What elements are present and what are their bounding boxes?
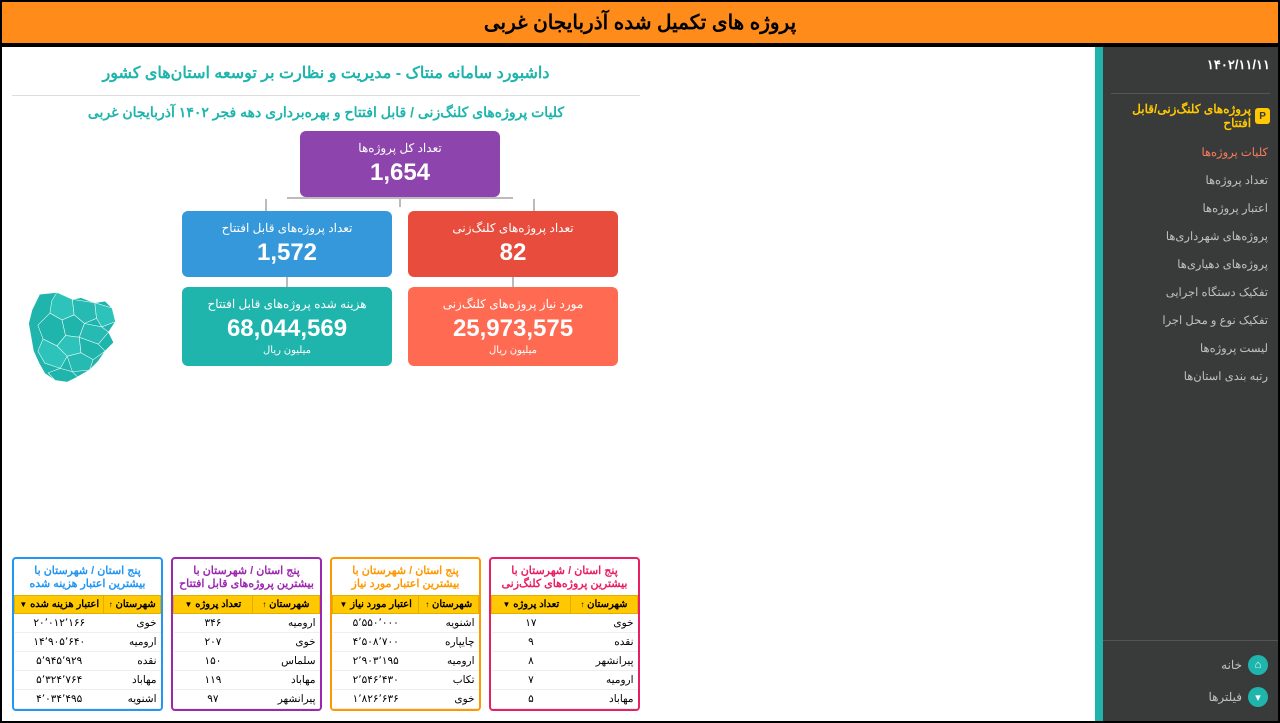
- metric-ground-value: 82: [426, 239, 600, 267]
- metric-ready: تعداد پروژه‌های قابل افتتاح 1,572: [182, 211, 392, 277]
- table-row: پیرانشهر۹۷: [174, 690, 320, 709]
- metric-total: تعداد کل پروژه‌ها 1,654: [300, 131, 500, 197]
- metric-cost-label: هزینه شده پروژه‌های قابل افتتاح: [200, 297, 374, 311]
- metric-need-unit: میلیون ریال: [426, 345, 600, 356]
- table-row: تکاب۲٬۵۴۶٬۴۳۰: [333, 671, 479, 690]
- metrics-column: تعداد کل پروژه‌ها 1,654 تعداد پروژه‌های …: [160, 131, 640, 547]
- table-row: ارومیه۲٬۹۰۳٬۱۹۵: [333, 652, 479, 671]
- nav-section-header[interactable]: P پروژه‌های کلنگ‌زنی/قابل افتتاح: [1111, 102, 1270, 130]
- nav-item-0[interactable]: کلیات پروژه‌ها: [1111, 138, 1270, 166]
- table-row: سلماس۱۵۰: [174, 652, 320, 671]
- table-row: اشنویه۴٬۰۳۴٬۴۹۵: [15, 690, 161, 709]
- filters-label: فیلترها: [1208, 690, 1242, 704]
- metric-total-value: 1,654: [318, 159, 482, 187]
- metric-groundbreaking: تعداد پروژه‌های کلنگ‌زنی 82: [408, 211, 618, 277]
- tables-row: پنج استان / شهرستان با بیشترین پروژه‌های…: [12, 557, 640, 711]
- nav-item-1[interactable]: تعداد پروژه‌ها: [1111, 166, 1270, 194]
- metric-need-label: مورد نیاز پروژه‌های کلنگ‌زنی: [426, 297, 600, 311]
- main-container: ۱۴۰۲/۱۱/۱۱ P پروژه‌های کلنگ‌زنی/قابل افت…: [0, 45, 1280, 723]
- table-groundbreaking: پنج استان / شهرستان با بیشترین پروژه‌های…: [489, 557, 640, 711]
- sidebar-accent: [1095, 47, 1103, 721]
- table-cost: پنج استان / شهرستان با بیشترین اعتبار هز…: [12, 557, 163, 711]
- nav-item-6[interactable]: تفکیک نوع و محل اجرا: [1111, 306, 1270, 334]
- home-label: خانه: [1221, 658, 1242, 672]
- table-row: ارومیه۳۴۶: [174, 614, 320, 633]
- table-row: نقده۹: [492, 633, 638, 652]
- nav-item-3[interactable]: پروژه‌های شهرداری‌ها: [1111, 222, 1270, 250]
- metric-need: مورد نیاز پروژه‌های کلنگ‌زنی 25,973,575 …: [408, 287, 618, 366]
- table-row: چایپاره۴٬۵۰۸٬۷۰۰: [333, 633, 479, 652]
- table-row: خوی۲۰٬۰۱۲٬۱۶۶: [15, 614, 161, 633]
- table1-title: پنج استان / شهرستان با بیشترین پروژه‌های…: [491, 559, 638, 595]
- col-count[interactable]: تعداد پروژه ▼: [492, 596, 571, 614]
- table4-title: پنج استان / شهرستان با بیشترین اعتبار هز…: [14, 559, 161, 595]
- nav-item-5[interactable]: تفکیک دستگاه اجرایی: [1111, 278, 1270, 306]
- home-icon: ⌂: [1248, 655, 1268, 675]
- table-row: خوی۲۰۷: [174, 633, 320, 652]
- col-city[interactable]: شهرستان ↑: [570, 596, 637, 614]
- content-area: داشبورد سامانه منتاک - مدیریت و نظارت بر…: [2, 47, 650, 721]
- section-icon: P: [1255, 108, 1270, 124]
- section-title: پروژه‌های کلنگ‌زنی/قابل افتتاح: [1111, 102, 1251, 130]
- table-row: مهاباد۵: [492, 690, 638, 709]
- table-ready: پنج استان / شهرستان با بیشترین پروژه‌های…: [171, 557, 322, 711]
- filter-icon: ▾: [1248, 687, 1268, 707]
- province-map[interactable]: [12, 189, 150, 489]
- table3-title: پنج استان / شهرستان با بیشترین پروژه‌های…: [173, 559, 320, 595]
- nav-item-7[interactable]: لیست پروژه‌ها: [1111, 334, 1270, 362]
- dashboard-subtitle: کلیات پروژه‌های کلنگ‌زنی / قابل افتتاح و…: [12, 95, 640, 131]
- col-need[interactable]: اعتبار مورد نیاز ▼: [333, 596, 419, 614]
- table-row: ارومیه۱۴٬۹۰۵٬۶۴۰: [15, 633, 161, 652]
- metric-need-value: 25,973,575: [426, 315, 600, 343]
- nav-item-8[interactable]: رتبه بندی استان‌ها: [1111, 362, 1270, 390]
- date-label: ۱۴۰۲/۱۱/۱۱: [1111, 57, 1270, 73]
- table-need: پنج استان / شهرستان با بیشترین اعتبار مو…: [330, 557, 481, 711]
- metric-total-label: تعداد کل پروژه‌ها: [318, 141, 482, 155]
- col-cost[interactable]: اعتبار هزینه شده ▼: [15, 596, 104, 614]
- metric-ground-label: تعداد پروژه‌های کلنگ‌زنی: [426, 221, 600, 235]
- col-city[interactable]: شهرستان ↑: [419, 596, 479, 614]
- table-row: ارومیه۷: [492, 671, 638, 690]
- table-row: مهاباد۵٬۳۲۴٬۷۶۴: [15, 671, 161, 690]
- table2-title: پنج استان / شهرستان با بیشترین اعتبار مو…: [332, 559, 479, 595]
- table-row: خوی۱۷: [492, 614, 638, 633]
- table-row: پیرانشهر۸: [492, 652, 638, 671]
- metric-cost: هزینه شده پروژه‌های قابل افتتاح 68,044,5…: [182, 287, 392, 366]
- metric-cost-unit: میلیون ریال: [200, 345, 374, 356]
- page-banner: پروژه های تکمیل شده آذربایجان غربی: [0, 0, 1280, 45]
- metric-ready-label: تعداد پروژه‌های قابل افتتاح: [200, 221, 374, 235]
- metric-cost-value: 68,044,569: [200, 315, 374, 343]
- table-row: اشنویه۵٬۵۵۰٬۰۰۰: [333, 614, 479, 633]
- table-row: خوی۱٬۸۲۶٬۶۳۶: [333, 690, 479, 709]
- dashboard-title: داشبورد سامانه منتاک - مدیریت و نظارت بر…: [12, 57, 640, 95]
- col-count[interactable]: تعداد پروژه ▼: [174, 596, 253, 614]
- table-row: نقده۵٬۹۴۵٬۹۲۹: [15, 652, 161, 671]
- metric-ready-value: 1,572: [200, 239, 374, 267]
- nav-item-2[interactable]: اعتبار پروژه‌ها: [1111, 194, 1270, 222]
- sidebar: ۱۴۰۲/۱۱/۱۱ P پروژه‌های کلنگ‌زنی/قابل افت…: [1103, 47, 1278, 721]
- map-column: [12, 131, 150, 547]
- col-city[interactable]: شهرستان ↑: [104, 596, 161, 614]
- table-row: مهاباد۱۱۹: [174, 671, 320, 690]
- nav-item-4[interactable]: پروژه‌های دهیاری‌ها: [1111, 250, 1270, 278]
- home-link[interactable]: ⌂ خانه: [1111, 649, 1270, 681]
- filters-link[interactable]: ▾ فیلترها: [1111, 681, 1270, 713]
- col-city[interactable]: شهرستان ↑: [252, 596, 319, 614]
